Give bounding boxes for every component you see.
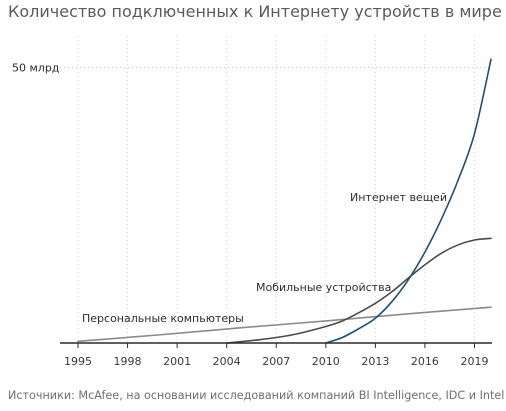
chart-source: Источники: McAfee, на основании исследов…	[8, 389, 505, 402]
series-label-iot: Интернет вещей	[350, 191, 447, 204]
x-tick-label: 2013	[361, 355, 389, 368]
series-line-iot	[325, 58, 492, 344]
x-tick-label: 2007	[262, 355, 290, 368]
x-tick-label: 2019	[460, 355, 488, 368]
series-label-pc: Персональные компьютеры	[82, 312, 244, 325]
x-tick-label: 2010	[312, 355, 340, 368]
series-lines	[77, 58, 492, 344]
x-tick-label: 2001	[163, 355, 191, 368]
x-tick-label: 2004	[213, 355, 241, 368]
series-label-mobile: Мобильные устройства	[256, 281, 391, 294]
series-line-mobile	[225, 237, 492, 344]
x-tick-label: 1995	[64, 355, 92, 368]
y-gridline-label: 50 млрд	[12, 62, 60, 75]
x-tick-label: 1998	[114, 355, 142, 368]
x-tick-label: 2016	[411, 355, 439, 368]
grid-layer	[60, 36, 492, 343]
x-axis: 1995 1998 2001 2004 2007 2010 2013 2016 2019	[60, 342, 492, 368]
chart-title: Количество подключенных к Интернету устр…	[8, 2, 502, 21]
series-line-pc	[77, 306, 492, 343]
